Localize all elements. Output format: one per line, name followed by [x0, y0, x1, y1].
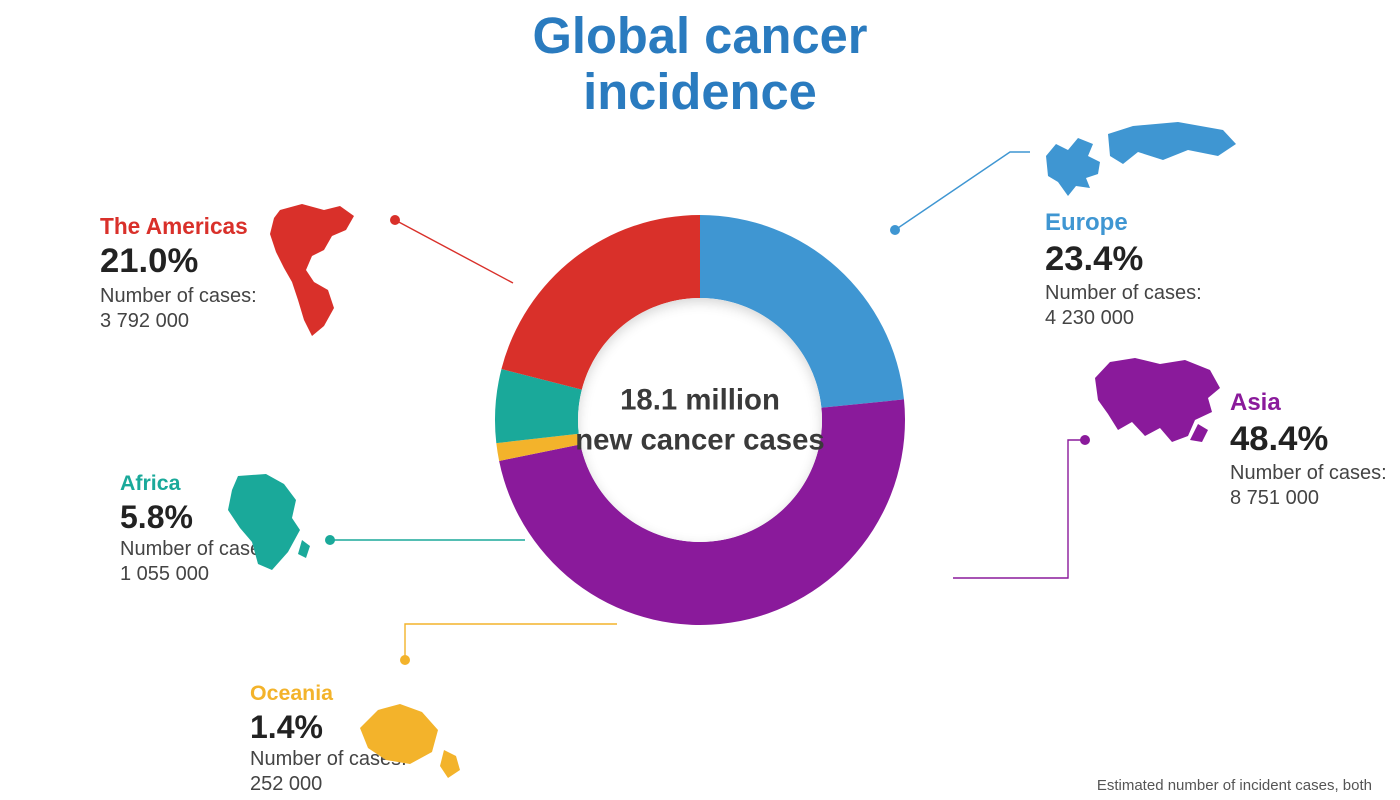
africa-map-icon	[218, 470, 313, 575]
chart-title: Global cancer incidence	[532, 8, 867, 119]
center-line1: 18.1 million	[575, 380, 824, 420]
donut-chart: 18.1 million new cancer cases	[450, 170, 950, 670]
region-pct: 21.0%	[100, 240, 257, 283]
region-cases-caption: Number of cases:	[100, 284, 257, 309]
region-label-asia: Asia 48.4% Number of cases: 8 751 000	[1230, 388, 1387, 511]
center-line2: new cancer cases	[575, 420, 824, 460]
region-cases-value: 3 792 000	[100, 309, 257, 334]
europe-map-icon	[1038, 116, 1238, 206]
oceania-map-icon	[350, 690, 470, 785]
chart-title-line1: Global cancer	[532, 8, 867, 64]
region-name: Europe	[1045, 208, 1202, 238]
chart-title-line2: incidence	[532, 64, 867, 120]
region-pct: 23.4%	[1045, 238, 1202, 281]
donut-center-label: 18.1 million new cancer cases	[575, 380, 824, 459]
region-cases-value: 8 751 000	[1230, 486, 1387, 511]
americas-map-icon	[262, 200, 372, 340]
region-label-europe: Europe 23.4% Number of cases: 4 230 000	[1045, 208, 1202, 331]
asia-map-icon	[1090, 350, 1225, 450]
footnote: Estimated number of incident cases, both	[1097, 777, 1372, 794]
region-pct: 48.4%	[1230, 418, 1387, 461]
region-name: Asia	[1230, 388, 1387, 418]
leader-asia	[953, 435, 1090, 578]
region-cases-caption: Number of cases:	[1230, 461, 1387, 486]
region-label-americas: The Americas 21.0% Number of cases: 3 79…	[100, 212, 257, 334]
region-cases-caption: Number of cases:	[1045, 281, 1202, 306]
region-name: The Americas	[100, 212, 257, 240]
region-cases-value: 4 230 000	[1045, 306, 1202, 331]
